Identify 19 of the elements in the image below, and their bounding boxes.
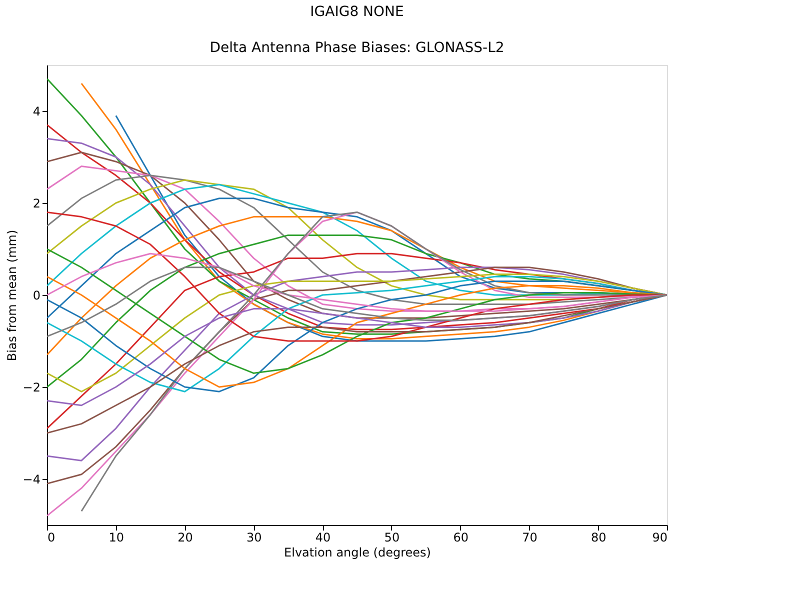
x-tick-label: 10 (108, 530, 124, 544)
chart-title: IGAIG8 NONE (310, 4, 404, 20)
x-tick-label: 40 (315, 530, 331, 544)
x-tick-label: 0 (48, 530, 56, 544)
x-tick-label: 90 (652, 530, 668, 544)
y-tick-label: 4 (32, 104, 40, 118)
x-tick-label: 50 (384, 530, 400, 544)
y-tick-label: −2 (22, 380, 40, 394)
x-tick-label: 70 (522, 530, 538, 544)
x-tick-label: 60 (453, 530, 468, 544)
x-tick-label: 80 (590, 530, 606, 544)
y-axis-title: Bias from mean (mm) (4, 230, 19, 362)
y-tick-label: 0 (32, 288, 40, 302)
x-axis-title: Elvation angle (degrees) (284, 546, 431, 560)
x-tick-label: 30 (246, 530, 262, 544)
x-tick-label: 20 (178, 530, 193, 544)
y-tick-label: −4 (22, 472, 40, 486)
y-tick-label: 2 (32, 196, 40, 210)
chart-subtitle: Delta Antenna Phase Biases: GLONASS-L2 (210, 40, 504, 56)
